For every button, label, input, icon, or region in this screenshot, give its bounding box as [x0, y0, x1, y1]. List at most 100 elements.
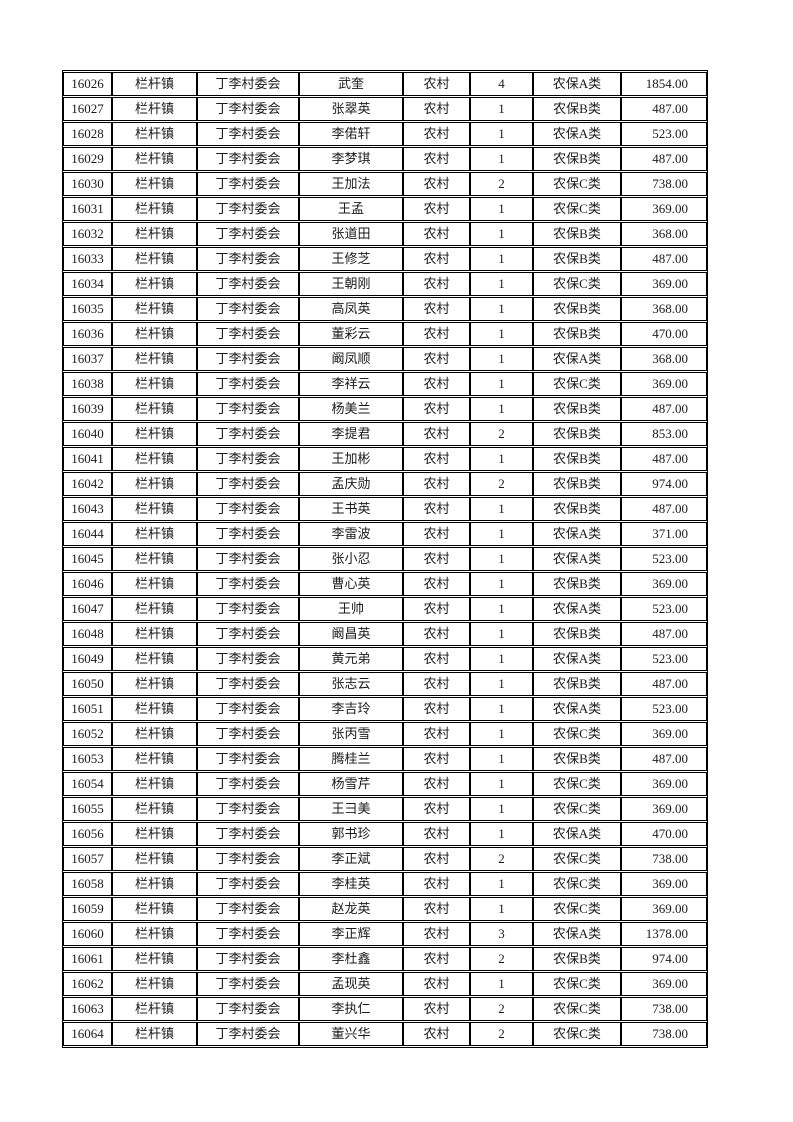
table-row: 16028 栏杆镇 丁李村委会 李偌轩 农村 1 农保A类 523.00 — [63, 122, 707, 146]
cell-village: 丁李村委会 — [197, 347, 299, 371]
cell-residence: 农村 — [403, 972, 470, 996]
cell-town: 栏杆镇 — [112, 747, 197, 771]
table-row: 16061 栏杆镇 丁李村委会 李杜鑫 农村 2 农保B类 974.00 — [63, 947, 707, 971]
cell-serial: 16048 — [63, 622, 112, 646]
cell-serial: 16042 — [63, 472, 112, 496]
cell-category: 农保C类 — [533, 897, 621, 921]
table-row: 16051 栏杆镇 丁李村委会 李吉玲 农村 1 农保A类 523.00 — [63, 697, 707, 721]
cell-town: 栏杆镇 — [112, 947, 197, 971]
table-row: 16060 栏杆镇 丁李村委会 李正辉 农村 3 农保A类 1378.00 — [63, 922, 707, 946]
cell-residence: 农村 — [403, 297, 470, 321]
cell-count: 1 — [470, 222, 533, 246]
table-row: 16042 栏杆镇 丁李村委会 孟庆勋 农村 2 农保B类 974.00 — [63, 472, 707, 496]
cell-count: 2 — [470, 422, 533, 446]
cell-village: 丁李村委会 — [197, 672, 299, 696]
table-row: 16064 栏杆镇 丁李村委会 董兴华 农村 2 农保C类 738.00 — [63, 1022, 707, 1046]
cell-residence: 农村 — [403, 522, 470, 546]
cell-amount: 369.00 — [621, 897, 707, 921]
cell-count: 1 — [470, 722, 533, 746]
cell-count: 1 — [470, 272, 533, 296]
cell-count: 1 — [470, 622, 533, 646]
cell-name: 李梦琪 — [299, 147, 403, 171]
cell-count: 1 — [470, 872, 533, 896]
cell-town: 栏杆镇 — [112, 722, 197, 746]
cell-category: 农保B类 — [533, 947, 621, 971]
cell-category: 农保B类 — [533, 97, 621, 121]
cell-serial: 16027 — [63, 97, 112, 121]
cell-category: 农保A类 — [533, 347, 621, 371]
table-row: 16058 栏杆镇 丁李村委会 李桂英 农村 1 农保C类 369.00 — [63, 872, 707, 896]
cell-name: 李提君 — [299, 422, 403, 446]
cell-name: 黄元弟 — [299, 647, 403, 671]
table-row: 16031 栏杆镇 丁李村委会 王孟 农村 1 农保C类 369.00 — [63, 197, 707, 221]
cell-town: 栏杆镇 — [112, 297, 197, 321]
cell-category: 农保B类 — [533, 497, 621, 521]
cell-count: 1 — [470, 747, 533, 771]
cell-residence: 农村 — [403, 772, 470, 796]
cell-category: 农保B类 — [533, 672, 621, 696]
cell-village: 丁李村委会 — [197, 97, 299, 121]
cell-town: 栏杆镇 — [112, 997, 197, 1021]
cell-amount: 487.00 — [621, 97, 707, 121]
cell-town: 栏杆镇 — [112, 272, 197, 296]
cell-residence: 农村 — [403, 472, 470, 496]
cell-category: 农保B类 — [533, 422, 621, 446]
table-row: 16050 栏杆镇 丁李村委会 张志云 农村 1 农保B类 487.00 — [63, 672, 707, 696]
cell-amount: 487.00 — [621, 247, 707, 271]
table-row: 16036 栏杆镇 丁李村委会 董彩云 农村 1 农保B类 470.00 — [63, 322, 707, 346]
cell-count: 1 — [470, 697, 533, 721]
cell-residence: 农村 — [403, 847, 470, 871]
table-row: 16057 栏杆镇 丁李村委会 李正斌 农村 2 农保C类 738.00 — [63, 847, 707, 871]
table-row: 16048 栏杆镇 丁李村委会 阚昌英 农村 1 农保B类 487.00 — [63, 622, 707, 646]
cell-count: 1 — [470, 297, 533, 321]
cell-village: 丁李村委会 — [197, 147, 299, 171]
cell-name: 孟庆勋 — [299, 472, 403, 496]
cell-category: 农保C类 — [533, 847, 621, 871]
cell-residence: 农村 — [403, 172, 470, 196]
cell-serial: 16056 — [63, 822, 112, 846]
cell-count: 2 — [470, 172, 533, 196]
cell-name: 杨雪芹 — [299, 772, 403, 796]
cell-amount: 369.00 — [621, 372, 707, 396]
table-row: 16049 栏杆镇 丁李村委会 黄元弟 农村 1 农保A类 523.00 — [63, 647, 707, 671]
cell-amount: 738.00 — [621, 172, 707, 196]
cell-residence: 农村 — [403, 1022, 470, 1046]
cell-serial: 16028 — [63, 122, 112, 146]
cell-town: 栏杆镇 — [112, 597, 197, 621]
cell-serial: 16035 — [63, 297, 112, 321]
cell-town: 栏杆镇 — [112, 172, 197, 196]
cell-category: 农保B类 — [533, 572, 621, 596]
cell-category: 农保C类 — [533, 722, 621, 746]
cell-village: 丁李村委会 — [197, 972, 299, 996]
cell-name: 李雷波 — [299, 522, 403, 546]
cell-village: 丁李村委会 — [197, 122, 299, 146]
cell-count: 1 — [470, 447, 533, 471]
cell-amount: 523.00 — [621, 122, 707, 146]
cell-serial: 16040 — [63, 422, 112, 446]
cell-name: 李祥云 — [299, 372, 403, 396]
cell-count: 1 — [470, 572, 533, 596]
cell-serial: 16054 — [63, 772, 112, 796]
cell-count: 1 — [470, 647, 533, 671]
cell-residence: 农村 — [403, 997, 470, 1021]
cell-town: 栏杆镇 — [112, 797, 197, 821]
cell-serial: 16055 — [63, 797, 112, 821]
table-row: 16047 栏杆镇 丁李村委会 王帅 农村 1 农保A类 523.00 — [63, 597, 707, 621]
cell-serial: 16049 — [63, 647, 112, 671]
cell-residence: 农村 — [403, 397, 470, 421]
cell-village: 丁李村委会 — [197, 297, 299, 321]
cell-count: 2 — [470, 847, 533, 871]
cell-town: 栏杆镇 — [112, 247, 197, 271]
cell-amount: 369.00 — [621, 772, 707, 796]
cell-village: 丁李村委会 — [197, 522, 299, 546]
cell-town: 栏杆镇 — [112, 672, 197, 696]
table-row: 16027 栏杆镇 丁李村委会 张翠英 农村 1 农保B类 487.00 — [63, 97, 707, 121]
cell-village: 丁李村委会 — [197, 422, 299, 446]
cell-name: 曹心英 — [299, 572, 403, 596]
cell-residence: 农村 — [403, 822, 470, 846]
cell-residence: 农村 — [403, 647, 470, 671]
cell-category: 农保A类 — [533, 922, 621, 946]
cell-count: 1 — [470, 497, 533, 521]
cell-amount: 1378.00 — [621, 922, 707, 946]
